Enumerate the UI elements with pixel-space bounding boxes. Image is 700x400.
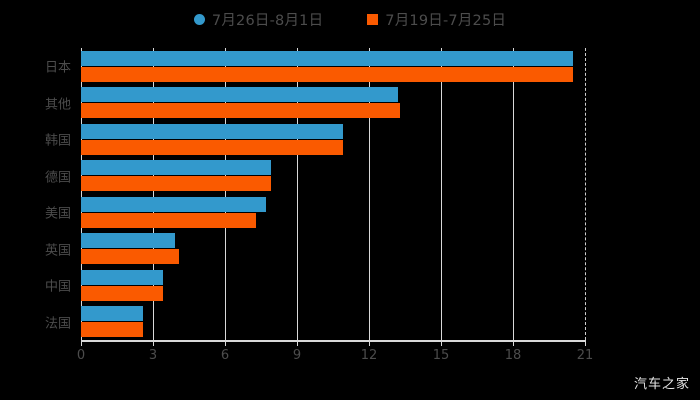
gridline-12 xyxy=(369,48,370,340)
y-axis-label-英国: 英国 xyxy=(44,243,71,259)
gridline-0 xyxy=(81,48,82,340)
bar-中国-series-2[interactable] xyxy=(81,285,163,301)
legend-label-series-2: 7月19日-7月25日 xyxy=(385,12,507,29)
bar-group xyxy=(81,233,585,265)
bar-德国-series-1[interactable] xyxy=(81,160,271,176)
bar-rows xyxy=(81,48,585,340)
bar-group xyxy=(81,160,585,192)
y-axis-label-法国: 法国 xyxy=(44,316,71,332)
y-axis-label-韩国: 韩国 xyxy=(44,133,71,149)
gridline-15 xyxy=(441,48,442,340)
bar-group xyxy=(81,269,585,301)
plot-area xyxy=(81,48,586,340)
x-tick-21 xyxy=(585,340,586,346)
x-tick-12 xyxy=(369,340,370,346)
x-tick-label-12: 12 xyxy=(360,348,378,363)
chart-legend: 7月26日-8月1日 7月19日-7月25日 xyxy=(0,6,700,32)
x-tick-6 xyxy=(225,340,226,346)
y-axis-label-日本: 日本 xyxy=(44,60,71,76)
bar-group xyxy=(81,123,585,155)
bar-group xyxy=(81,306,585,338)
bar-德国-series-2[interactable] xyxy=(81,176,271,192)
legend-item-series-1[interactable]: 7月26日-8月1日 xyxy=(193,9,324,30)
bar-美国-series-1[interactable] xyxy=(81,196,266,212)
x-tick-9 xyxy=(297,340,298,346)
bar-日本-series-1[interactable] xyxy=(81,50,573,66)
x-tick-label-6: 6 xyxy=(220,348,230,363)
y-axis-label-中国: 中国 xyxy=(44,279,71,295)
x-tick-label-15: 15 xyxy=(432,348,450,363)
bar-中国-series-1[interactable] xyxy=(81,269,163,285)
x-tick-0 xyxy=(81,340,82,346)
gridline-18 xyxy=(513,48,514,340)
gridlines xyxy=(81,48,586,340)
legend-item-series-2[interactable]: 7月19日-7月25日 xyxy=(367,9,506,30)
bar-韩国-series-1[interactable] xyxy=(81,123,343,139)
y-axis-label-美国: 美国 xyxy=(44,206,71,222)
x-axis: 0 3 6 9 12 15 18 21 xyxy=(77,340,593,363)
bar-韩国-series-2[interactable] xyxy=(81,139,343,155)
bar-日本-series-2[interactable] xyxy=(81,66,573,82)
bar-英国-series-1[interactable] xyxy=(81,233,175,249)
bar-美国-series-2[interactable] xyxy=(81,212,257,228)
bar-法国-series-1[interactable] xyxy=(81,306,144,322)
circle-marker-icon xyxy=(193,13,205,25)
y-axis-label-德国: 德国 xyxy=(44,170,71,186)
bar-group xyxy=(81,50,585,82)
gridline-21 xyxy=(585,48,586,340)
bar-英国-series-2[interactable] xyxy=(81,249,180,265)
bar-group xyxy=(81,87,585,119)
square-marker-icon xyxy=(367,13,379,25)
x-tick-label-0: 0 xyxy=(76,348,86,363)
x-tick-3 xyxy=(153,340,154,346)
x-tick-18 xyxy=(513,340,514,346)
x-tick-label-21: 21 xyxy=(576,348,594,363)
y-axis-category-labels: 日本其他韩国德国美国英国中国法国 xyxy=(0,48,81,340)
legend-label-series-1: 7月26日-8月1日 xyxy=(211,12,324,29)
x-tick-label-9: 9 xyxy=(292,348,302,363)
gridline-3 xyxy=(153,48,154,340)
bar-其他-series-1[interactable] xyxy=(81,87,398,103)
y-axis-label-其他: 其他 xyxy=(44,97,71,113)
x-tick-15 xyxy=(441,340,442,346)
bar-法国-series-2[interactable] xyxy=(81,322,144,338)
bar-其他-series-2[interactable] xyxy=(81,103,401,119)
bar-group xyxy=(81,196,585,228)
watermark: 汽车之家 xyxy=(633,377,690,392)
x-tick-label-18: 18 xyxy=(504,348,522,363)
x-tick-label-3: 3 xyxy=(148,348,158,363)
gridline-6 xyxy=(225,48,226,340)
gridline-9 xyxy=(297,48,298,340)
